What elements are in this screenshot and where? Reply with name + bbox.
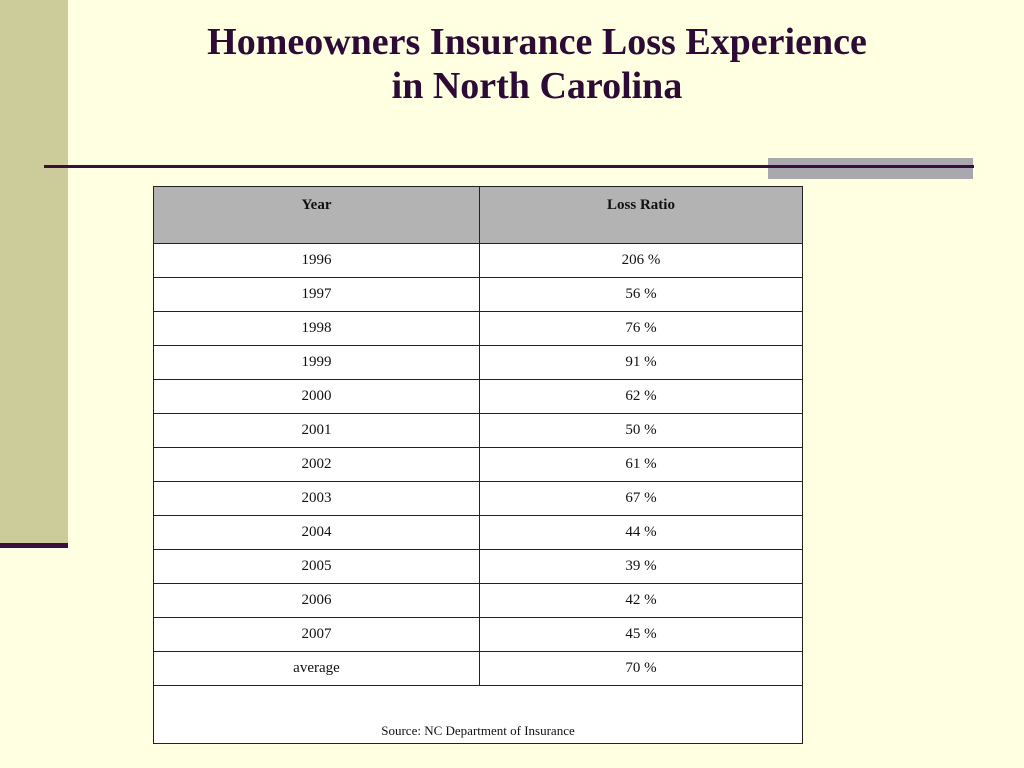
- table-row: 2002 61 %: [153, 447, 803, 482]
- loss-ratio-cell: 56 %: [479, 277, 803, 312]
- table-row: 2007 45 %: [153, 617, 803, 652]
- year-cell: 2000: [153, 379, 480, 414]
- loss-ratio-cell: 62 %: [479, 379, 803, 414]
- title-accent-bar: [768, 158, 973, 179]
- loss-ratio-cell: 67 %: [479, 481, 803, 516]
- column-header-year: Year: [153, 186, 480, 244]
- loss-ratio-cell: 91 %: [479, 345, 803, 380]
- loss-ratio-cell: 44 %: [479, 515, 803, 550]
- loss-ratio-table: Year Loss Ratio 1996 206 % 1997 56 % 1998 76 …: [153, 186, 803, 744]
- table-header-row: Year Loss Ratio: [153, 186, 803, 244]
- table-row: 2001 50 %: [153, 413, 803, 448]
- year-cell: 1998: [153, 311, 480, 346]
- table-row: 1996 206 %: [153, 243, 803, 278]
- year-cell: 2005: [153, 549, 480, 584]
- loss-ratio-cell: 70 %: [479, 651, 803, 686]
- year-cell: 2003: [153, 481, 480, 516]
- slide-title: Homeowners Insurance Loss Experience in …: [100, 20, 974, 108]
- year-cell: 2002: [153, 447, 480, 482]
- loss-ratio-cell: 76 %: [479, 311, 803, 346]
- loss-ratio-cell: 39 %: [479, 549, 803, 584]
- side-decoration-bar: [0, 0, 68, 543]
- column-header-loss-ratio: Loss Ratio: [479, 186, 803, 244]
- table-row: 2005 39 %: [153, 549, 803, 584]
- slide-title-line-1: Homeowners Insurance Loss Experience: [207, 21, 867, 63]
- loss-ratio-cell: 45 %: [479, 617, 803, 652]
- table-row: 2003 67 %: [153, 481, 803, 516]
- table-row: 2000 62 %: [153, 379, 803, 414]
- table-row: 1997 56 %: [153, 277, 803, 312]
- loss-ratio-cell: 61 %: [479, 447, 803, 482]
- year-cell: average: [153, 651, 480, 686]
- table-row: 1999 91 %: [153, 345, 803, 380]
- year-cell: 1997: [153, 277, 480, 312]
- year-cell: 2001: [153, 413, 480, 448]
- title-underline: [44, 165, 974, 168]
- table-row: 2004 44 %: [153, 515, 803, 550]
- source-row: Source: NC Department of Insurance: [153, 685, 803, 744]
- table-row: 1998 76 %: [153, 311, 803, 346]
- slide-title-line-2: in North Carolina: [391, 65, 683, 107]
- year-cell: 2006: [153, 583, 480, 618]
- loss-ratio-cell: 50 %: [479, 413, 803, 448]
- year-cell: 2004: [153, 515, 480, 550]
- table-row: average 70 %: [153, 651, 803, 686]
- side-decoration-line: [0, 543, 68, 548]
- year-cell: 2007: [153, 617, 480, 652]
- table-row: 2006 42 %: [153, 583, 803, 618]
- loss-ratio-cell: 42 %: [479, 583, 803, 618]
- loss-ratio-cell: 206 %: [479, 243, 803, 278]
- title-accent-line: [768, 165, 973, 168]
- source-note: Source: NC Department of Insurance: [153, 685, 803, 744]
- year-cell: 1999: [153, 345, 480, 380]
- year-cell: 1996: [153, 243, 480, 278]
- table-body: 1996 206 % 1997 56 % 1998 76 % 1999 91 % 2000 62 …: [153, 243, 803, 686]
